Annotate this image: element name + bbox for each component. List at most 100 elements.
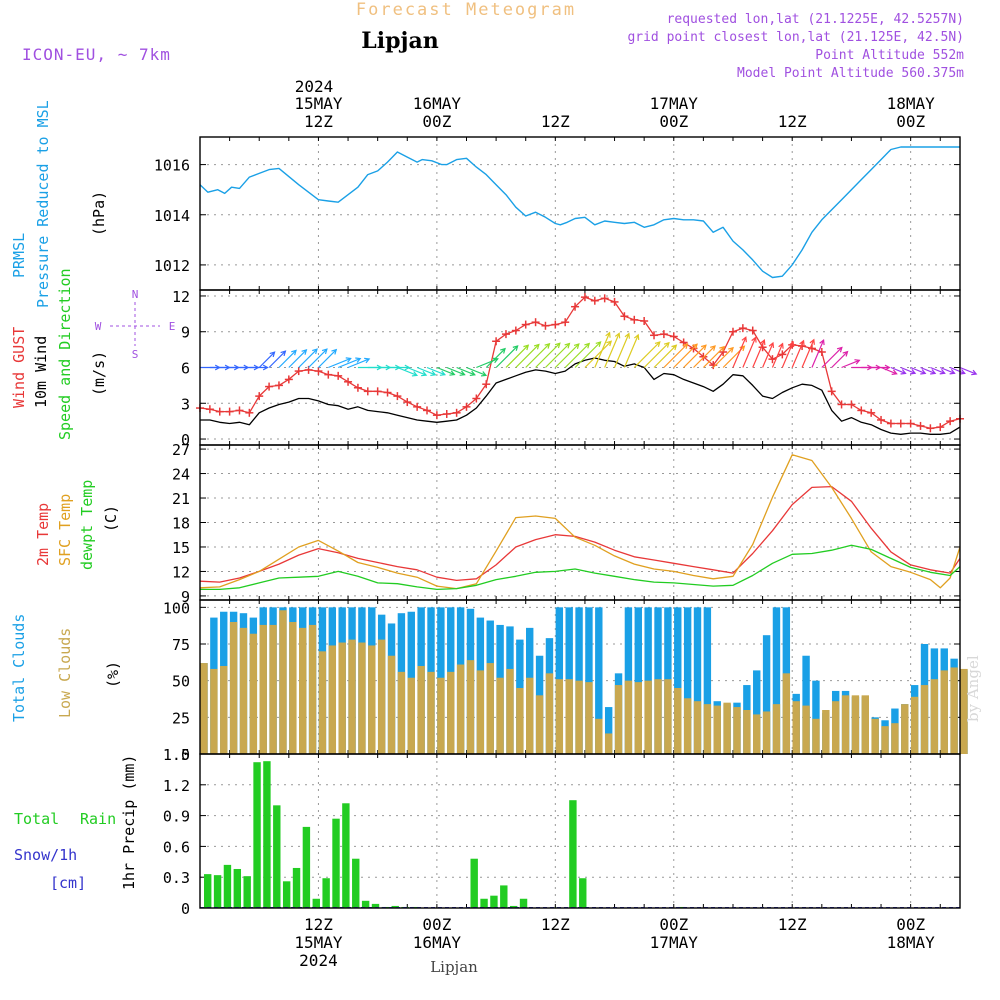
low-cloud-bar — [210, 668, 218, 754]
location-title: Lipjan — [361, 28, 438, 54]
low-cloud-bar — [733, 707, 741, 754]
precip-labels: Total Rain Snow/1h [cm] 1hr Precip (mm) — [14, 755, 138, 892]
y-tick-label: 1016 — [154, 157, 190, 175]
temp-dewpt-line — [200, 544, 961, 591]
footer-location: Lipjan — [430, 958, 478, 976]
total-cloud-bar — [703, 607, 712, 754]
low-cloud-bar — [802, 705, 810, 754]
pressure-line — [199, 146, 960, 279]
top-hour-label: 00Z — [422, 112, 451, 131]
wind-arrow-head — [459, 370, 466, 376]
rain-bar — [292, 867, 301, 908]
low-cloud-bar — [476, 670, 485, 754]
low-cloud-bar — [437, 677, 445, 754]
wind-arrow — [752, 339, 765, 368]
low-cloud-bar — [654, 679, 662, 754]
low-cloud-bar — [950, 667, 958, 754]
point-altitude: Point Altitude 552m — [815, 48, 964, 63]
wind-arrow-head — [262, 364, 269, 371]
low-cloud-bar — [565, 679, 573, 754]
pressure-msl-label: Pressure Reduced to MSL — [34, 100, 52, 308]
low-cloud-bar — [200, 663, 208, 754]
low-cloud-bar — [693, 701, 702, 754]
y-tick-label: 1.5 — [163, 746, 190, 764]
y-tick-label: 0.3 — [163, 869, 190, 887]
rain-bar — [302, 826, 311, 908]
wind-arrow — [278, 349, 297, 368]
wind-arrow-head — [959, 369, 966, 375]
rain-bar — [282, 881, 291, 908]
wind-arrow — [515, 344, 540, 368]
top-hour-label: 12Z — [304, 112, 333, 131]
low-cloud-bar — [397, 671, 406, 754]
wind-arrow — [683, 344, 707, 368]
wind-arrow-head — [741, 336, 747, 343]
wind-speed-line — [200, 357, 961, 435]
total-cloud-bar — [772, 607, 781, 754]
wind-arrow — [347, 358, 370, 369]
wind-arrow — [318, 349, 337, 368]
wind-arrow — [880, 366, 897, 375]
wind-arrow — [920, 366, 936, 374]
watermark: by Angel — [964, 655, 982, 722]
low-cloud-bar — [910, 696, 919, 754]
wind-arrow-head — [819, 338, 825, 346]
bottom-hour-label: 12Z — [541, 915, 570, 934]
low-cloud-bar — [940, 670, 948, 754]
super-title: Forecast Meteogram — [356, 0, 576, 20]
total-label: Total — [14, 810, 59, 828]
rain-bar — [312, 898, 320, 908]
clouds-panel: 0 25 50 75 100 — [163, 599, 968, 764]
total-cloud-bar — [585, 607, 593, 754]
rain-bar — [391, 905, 399, 908]
top-hour-label: 00Z — [659, 112, 688, 131]
rain-bar — [332, 818, 340, 908]
y-tick-label: 0 — [181, 746, 190, 764]
top-hour-label: 12Z — [541, 112, 570, 131]
low-cloud-bar — [901, 704, 909, 754]
compass-e: E — [169, 320, 176, 333]
low-cloud-bar — [644, 680, 652, 754]
y-tick-label: 24 — [172, 466, 190, 484]
wind-arrow-head — [930, 369, 937, 375]
low-cloud-bar — [220, 666, 228, 754]
wind-arrow — [495, 345, 519, 368]
rain-bar — [371, 903, 380, 908]
low-cloud-bar — [318, 651, 327, 754]
wind-arrow-head — [480, 371, 488, 377]
wind-arrow — [288, 349, 307, 368]
wind-arrow — [466, 366, 487, 376]
low-cloud-bar — [575, 680, 583, 754]
wind-arrow — [594, 332, 611, 368]
wind-arrow — [268, 350, 286, 368]
pressure-labels: PRMSL Pressure Reduced to MSL (hPa) — [10, 100, 108, 308]
low-cloud-bar — [871, 718, 879, 754]
low-cloud-bar — [782, 673, 791, 754]
low-cloud-bar — [822, 710, 830, 754]
wind-arrow — [890, 366, 906, 374]
low-cloud-bar — [743, 710, 751, 754]
rain-bar — [480, 898, 488, 908]
wind-arrow-head — [554, 342, 561, 349]
wind-arrow — [564, 343, 590, 368]
low-cloud-bar — [535, 695, 544, 754]
wind-arrow-head — [449, 370, 456, 376]
low-cloud-bar — [387, 655, 396, 754]
compass-w: W — [95, 320, 102, 333]
low-cloud-bar — [753, 714, 761, 754]
wind-arrow-head — [624, 332, 630, 339]
wind-arrow-head — [719, 345, 726, 352]
wind-arrow-head — [595, 341, 602, 347]
wind-arrow-head — [512, 345, 519, 351]
y-tick-label: 18 — [172, 515, 190, 533]
rain-bar — [243, 876, 251, 908]
wind-arrow — [258, 351, 275, 368]
low-cloud-bar — [269, 624, 277, 754]
bottom-hour-label: 12Z — [778, 915, 807, 934]
wind-arrow-head — [573, 343, 580, 349]
wind-arrow-head — [788, 340, 795, 348]
total-cloud-bar — [575, 607, 583, 754]
wind-arrow — [762, 342, 774, 368]
wind-arrow-head — [692, 343, 698, 350]
